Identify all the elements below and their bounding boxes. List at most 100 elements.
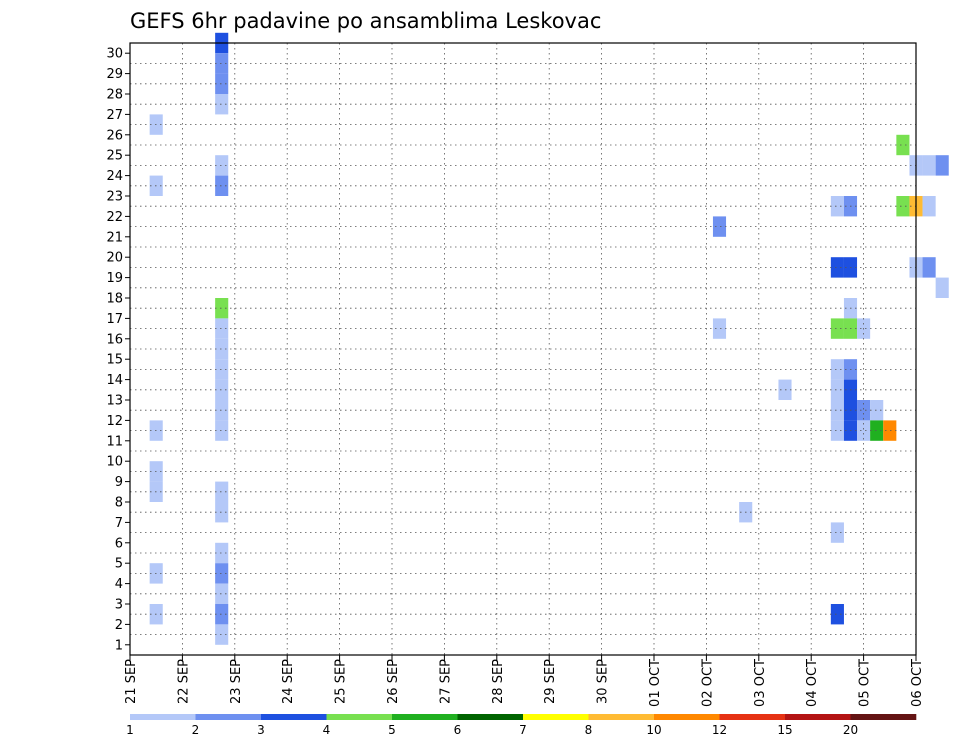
precip-cell bbox=[830, 318, 844, 339]
precip-cell bbox=[215, 542, 229, 564]
precip-cell bbox=[830, 400, 844, 421]
colorbar-segment bbox=[130, 714, 196, 720]
y-tick-label: 16 bbox=[106, 332, 123, 347]
precip-cell bbox=[935, 155, 949, 176]
precip-cell bbox=[215, 624, 229, 645]
precip-cell bbox=[896, 196, 910, 217]
precip-cell bbox=[922, 196, 936, 217]
precip-cell bbox=[896, 134, 910, 156]
y-tick-label: 28 bbox=[106, 88, 123, 103]
y-tick-label: 4 bbox=[115, 577, 123, 592]
y-tick-label: 8 bbox=[115, 496, 123, 511]
colorbar-tick-label: 2 bbox=[192, 723, 200, 737]
precip-cell bbox=[830, 420, 844, 441]
y-tick-label: 12 bbox=[106, 414, 123, 429]
precip-cell bbox=[830, 379, 844, 400]
precip-cell bbox=[922, 155, 936, 176]
colorbar-segment bbox=[195, 714, 262, 720]
colorbar-tick-label: 15 bbox=[777, 723, 792, 737]
precip-cell bbox=[215, 318, 229, 339]
x-tick-label: 26 SEP bbox=[386, 659, 401, 704]
plot-frame bbox=[129, 42, 917, 656]
precip-cell bbox=[830, 359, 844, 380]
precip-cell bbox=[215, 604, 229, 625]
x-tick-label: 05 OCT bbox=[858, 659, 873, 707]
chart-title: GEFS 6hr padavine po ansamblima Leskovac bbox=[130, 9, 601, 33]
y-tick-label: 10 bbox=[106, 455, 123, 470]
y-tick-label: 24 bbox=[106, 169, 123, 184]
y-tick-label: 5 bbox=[115, 557, 123, 572]
y-tick-label: 30 bbox=[106, 47, 123, 62]
precip-cell bbox=[712, 216, 727, 237]
y-tick-label: 21 bbox=[106, 230, 123, 245]
colorbar-segment bbox=[457, 714, 524, 720]
precip-cell bbox=[935, 277, 949, 298]
colorbar-segment bbox=[785, 714, 851, 720]
colorbar-tick-label: 20 bbox=[843, 723, 858, 737]
precip-cell bbox=[215, 563, 229, 584]
x-tick-label: 22 SEP bbox=[176, 659, 191, 704]
colorbar-tick-label: 3 bbox=[257, 723, 265, 737]
y-tick-label: 6 bbox=[115, 536, 123, 551]
precip-cell bbox=[215, 502, 229, 523]
colorbar-segment bbox=[392, 714, 458, 720]
x-tick-label: 04 OCT bbox=[805, 659, 820, 707]
precip-cell bbox=[215, 583, 229, 604]
colorbar-segment bbox=[523, 714, 589, 720]
x-tick-label: 24 SEP bbox=[281, 659, 296, 704]
precip-cell bbox=[830, 196, 844, 217]
y-tick-label: 13 bbox=[106, 394, 123, 409]
precip-cell bbox=[830, 604, 844, 625]
y-tick-label: 22 bbox=[106, 210, 123, 225]
colorbar-tick-label: 10 bbox=[646, 723, 661, 737]
grid-lines bbox=[130, 42, 916, 655]
precip-cell bbox=[215, 400, 229, 421]
colorbar-segment bbox=[850, 714, 917, 720]
y-tick-label: 19 bbox=[106, 271, 123, 286]
precip-cell bbox=[215, 420, 229, 441]
colorbar-segment bbox=[588, 714, 655, 720]
y-tick-label: 3 bbox=[115, 598, 123, 613]
y-tick-label: 23 bbox=[106, 190, 123, 205]
colorbar-segment bbox=[654, 714, 720, 720]
y-tick-label: 15 bbox=[106, 353, 123, 368]
x-tick-label: 30 SEP bbox=[596, 659, 611, 704]
colorbar-tick-label: 4 bbox=[323, 723, 331, 737]
x-tick-label: 01 OCT bbox=[648, 659, 663, 707]
precip-cell bbox=[830, 257, 844, 278]
y-tick-label: 20 bbox=[106, 251, 123, 266]
precip-cell bbox=[830, 522, 844, 543]
precip-cell bbox=[215, 73, 229, 94]
x-tick-label: 23 SEP bbox=[229, 659, 244, 704]
precip-cell bbox=[857, 420, 871, 441]
y-tick-label: 14 bbox=[106, 373, 123, 388]
precip-cell bbox=[215, 155, 229, 176]
precip-cell bbox=[870, 400, 884, 421]
x-tick-label: 29 SEP bbox=[543, 659, 558, 704]
colorbar-tick-label: 12 bbox=[712, 723, 727, 737]
y-tick-label: 25 bbox=[106, 149, 123, 164]
colorbar-tick-label: 8 bbox=[585, 723, 593, 737]
y-tick-label: 7 bbox=[115, 516, 123, 531]
y-tick-label: 9 bbox=[115, 475, 123, 490]
colorbar-tick-label: 7 bbox=[519, 723, 527, 737]
y-tick-label: 17 bbox=[106, 312, 123, 327]
precip-cell bbox=[215, 94, 229, 115]
y-tick-label: 11 bbox=[106, 434, 123, 449]
precip-cell bbox=[215, 175, 229, 196]
y-tick-label: 29 bbox=[106, 67, 123, 82]
precip-cell bbox=[215, 338, 229, 360]
y-tick-label: 26 bbox=[106, 128, 123, 143]
x-tick-label: 02 OCT bbox=[700, 659, 715, 707]
x-tick-label: 28 SEP bbox=[491, 659, 506, 704]
precip-cell bbox=[215, 53, 229, 74]
x-tick-label: 25 SEP bbox=[334, 659, 349, 704]
precip-cell bbox=[922, 257, 936, 278]
colorbar-tick-label: 5 bbox=[388, 723, 396, 737]
x-tick-label: 21 SEP bbox=[124, 659, 139, 704]
y-tick-label: 2 bbox=[115, 618, 123, 633]
x-tick-label: 03 OCT bbox=[753, 659, 768, 707]
precip-cell bbox=[857, 400, 871, 421]
y-tick-label: 1 bbox=[115, 638, 123, 653]
